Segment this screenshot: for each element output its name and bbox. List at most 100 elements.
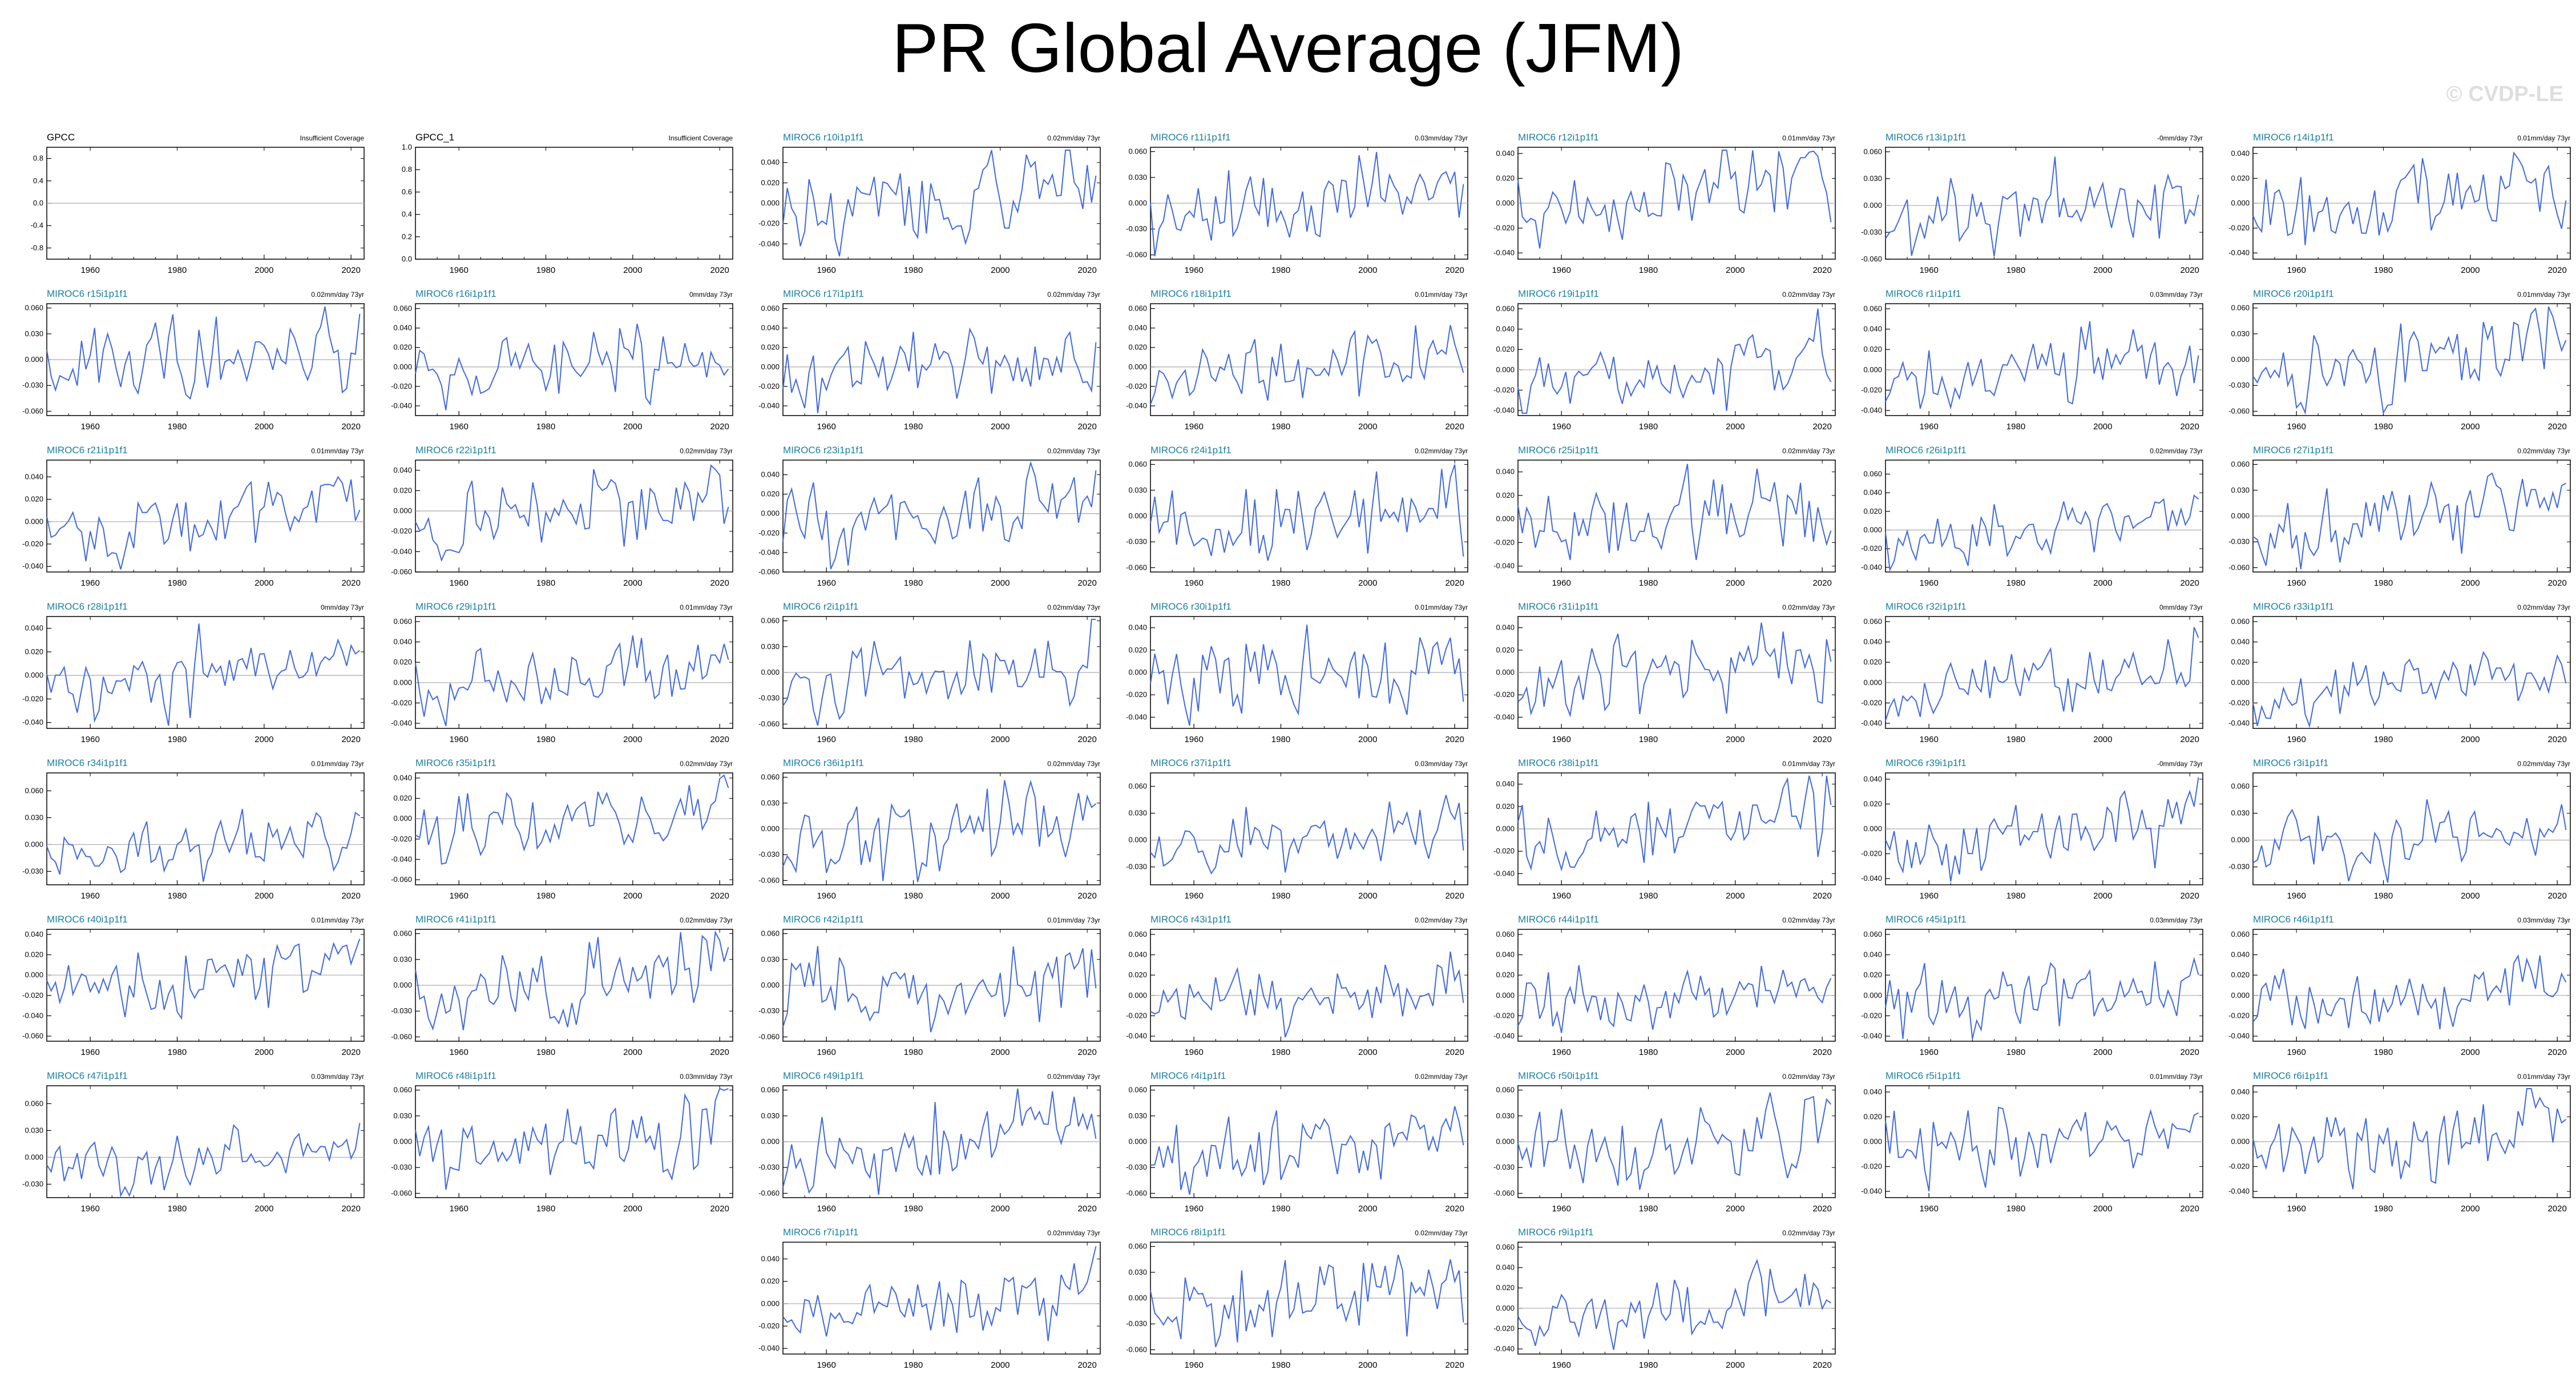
x-tick-label: 2000 [991, 891, 1010, 901]
x-tick-label: 2000 [991, 1204, 1010, 1214]
y-tick-label: -0.020 [758, 219, 780, 228]
x-tick-label: 2000 [2461, 891, 2480, 901]
panel-label: MIROC6 r32i1p1f1 [1885, 601, 1967, 612]
y-tick-label: 0.000 [1128, 991, 1147, 1000]
panel-trend: 0.02mm/day 73yr [680, 447, 733, 455]
y-tick-label: -0.040 [1861, 1187, 1882, 1195]
x-tick-label: 2020 [2180, 1204, 2199, 1214]
y-tick-label: 0.000 [1863, 365, 1882, 374]
panel-trend: 0.02mm/day 73yr [1047, 603, 1100, 611]
series-line [1517, 464, 1832, 561]
y-tick-label: -0.030 [758, 1006, 780, 1015]
x-tick-label: 1960 [2287, 265, 2306, 275]
x-tick-label: 2000 [2093, 1047, 2112, 1057]
panel-trend: 0.02mm/day 73yr [1047, 134, 1100, 142]
panel-frame [46, 1085, 365, 1198]
panel-label: MIROC6 r20i1p1f1 [2253, 288, 2334, 299]
x-tick-label: 1980 [168, 422, 187, 432]
y-tick-label: -0.030 [2228, 863, 2250, 871]
y-tick-label: 0.060 [1128, 460, 1147, 469]
y-tick-label: 0.000 [761, 509, 780, 518]
x-tick-label: 2000 [1726, 735, 1745, 744]
panel-label: MIROC6 r29i1p1f1 [415, 601, 496, 612]
y-tick-label: 0.000 [2231, 199, 2250, 207]
y-tick-label: 0.000 [1496, 824, 1515, 833]
y-tick-label: 0.020 [1128, 646, 1147, 654]
y-tick-label: -0.040 [1493, 248, 1515, 257]
y-tick-label: 0.000 [2231, 991, 2250, 1000]
y-tick-label: 0.060 [1496, 930, 1515, 938]
x-tick-label: 2020 [710, 1047, 729, 1057]
y-tick-label: 0.040 [1128, 950, 1147, 959]
y-tick-label: 0.030 [1496, 1111, 1515, 1120]
x-tick-label: 2020 [1445, 422, 1464, 432]
x-tick-label: 2020 [2180, 1047, 2199, 1057]
series-line [2252, 954, 2567, 1030]
panel-label: MIROC6 r44i1p1f1 [1518, 914, 1599, 925]
x-tick-label: 1960 [1184, 735, 1203, 744]
x-tick-label: 2000 [255, 1047, 273, 1057]
y-tick-label: 0.030 [25, 1126, 43, 1134]
panel-label: MIROC6 r36i1p1f1 [783, 758, 864, 768]
x-tick-label: 1960 [80, 422, 99, 432]
y-tick-label: 0.060 [1863, 147, 1882, 156]
y-tick-label: -0.030 [1126, 1163, 1147, 1171]
series-line [46, 476, 361, 570]
panel-frame [1885, 303, 2203, 416]
y-tick-label: -0.030 [1126, 863, 1147, 871]
panel-trend: 0.02mm/day 73yr [1047, 1073, 1100, 1081]
panel-label: MIROC6 r49i1p1f1 [783, 1070, 864, 1081]
panel-trend: 0.01mm/day 73yr [2517, 134, 2570, 142]
y-tick-label: 0.040 [1863, 325, 1882, 333]
panel-label: MIROC6 r9i1p1f1 [1518, 1227, 1593, 1238]
y-tick-label: -0.020 [1126, 1011, 1147, 1020]
x-tick-label: 1960 [1919, 1047, 1938, 1057]
y-tick-label: 0.060 [1128, 1086, 1147, 1094]
x-tick-label: 1960 [817, 891, 835, 901]
x-tick-label: 1980 [904, 422, 923, 432]
panel-label: MIROC6 r7i1p1f1 [783, 1227, 858, 1238]
series-line [46, 623, 361, 726]
x-tick-label: 1980 [1271, 265, 1290, 275]
chart-panel: MIROC6 r3i1p1f1 0.02mm/day 73yr -0.030 0.00… [2228, 758, 2571, 901]
panel-label: MIROC6 r15i1p1f1 [47, 288, 128, 299]
y-tick-label: -0.020 [1493, 1011, 1515, 1020]
x-tick-label: 1980 [904, 265, 923, 275]
x-tick-label: 2020 [1077, 265, 1096, 275]
y-tick-label: -0.020 [2228, 224, 2250, 232]
panel-label: MIROC6 r48i1p1f1 [415, 1070, 496, 1081]
y-tick-label: 0.040 [2231, 1087, 2250, 1096]
y-tick-label: 0.060 [761, 773, 780, 781]
x-tick-label: 1960 [1552, 735, 1570, 744]
panel-trend: 0.02mm/day 73yr [2517, 603, 2570, 611]
panel-label: MIROC6 r35i1p1f1 [415, 758, 496, 768]
x-tick-label: 1960 [1184, 1204, 1203, 1214]
x-tick-label: 1960 [1919, 891, 1938, 901]
x-tick-label: 1960 [1184, 891, 1203, 901]
y-tick-label: -0.060 [1126, 1188, 1147, 1197]
series-line [1150, 1106, 1464, 1195]
y-tick-label: -0.030 [1861, 228, 1882, 236]
panel-trend: 0mm/day 73yr [321, 603, 364, 611]
y-tick-label: -0.040 [1861, 406, 1882, 414]
y-tick-label: 0.000 [1863, 526, 1882, 534]
y-tick-label: 0.000 [761, 981, 780, 989]
y-tick-label: -0.020 [1126, 382, 1147, 390]
x-tick-label: 2000 [2093, 265, 2112, 275]
y-tick-label: 0.020 [393, 794, 412, 803]
y-tick-label: 0.000 [25, 970, 43, 979]
y-tick-label: 0.030 [393, 1111, 412, 1120]
y-tick-label: 0.000 [393, 814, 412, 823]
panel-label: MIROC6 r42i1p1f1 [783, 914, 864, 925]
panel-label: MIROC6 r27i1p1f1 [2253, 445, 2334, 456]
x-tick-label: 1960 [817, 422, 835, 432]
y-tick-label: 0.040 [2231, 149, 2250, 158]
y-tick-label: -0.020 [22, 539, 43, 548]
y-tick-label: -0.020 [1861, 1011, 1882, 1020]
x-tick-label: 2000 [1358, 735, 1377, 744]
series-line [46, 306, 361, 400]
y-tick-label: 0.040 [1863, 638, 1882, 646]
x-tick-label: 1980 [904, 1047, 923, 1057]
y-tick-label: 0.020 [1496, 345, 1515, 353]
x-tick-label: 1960 [1184, 1047, 1203, 1057]
